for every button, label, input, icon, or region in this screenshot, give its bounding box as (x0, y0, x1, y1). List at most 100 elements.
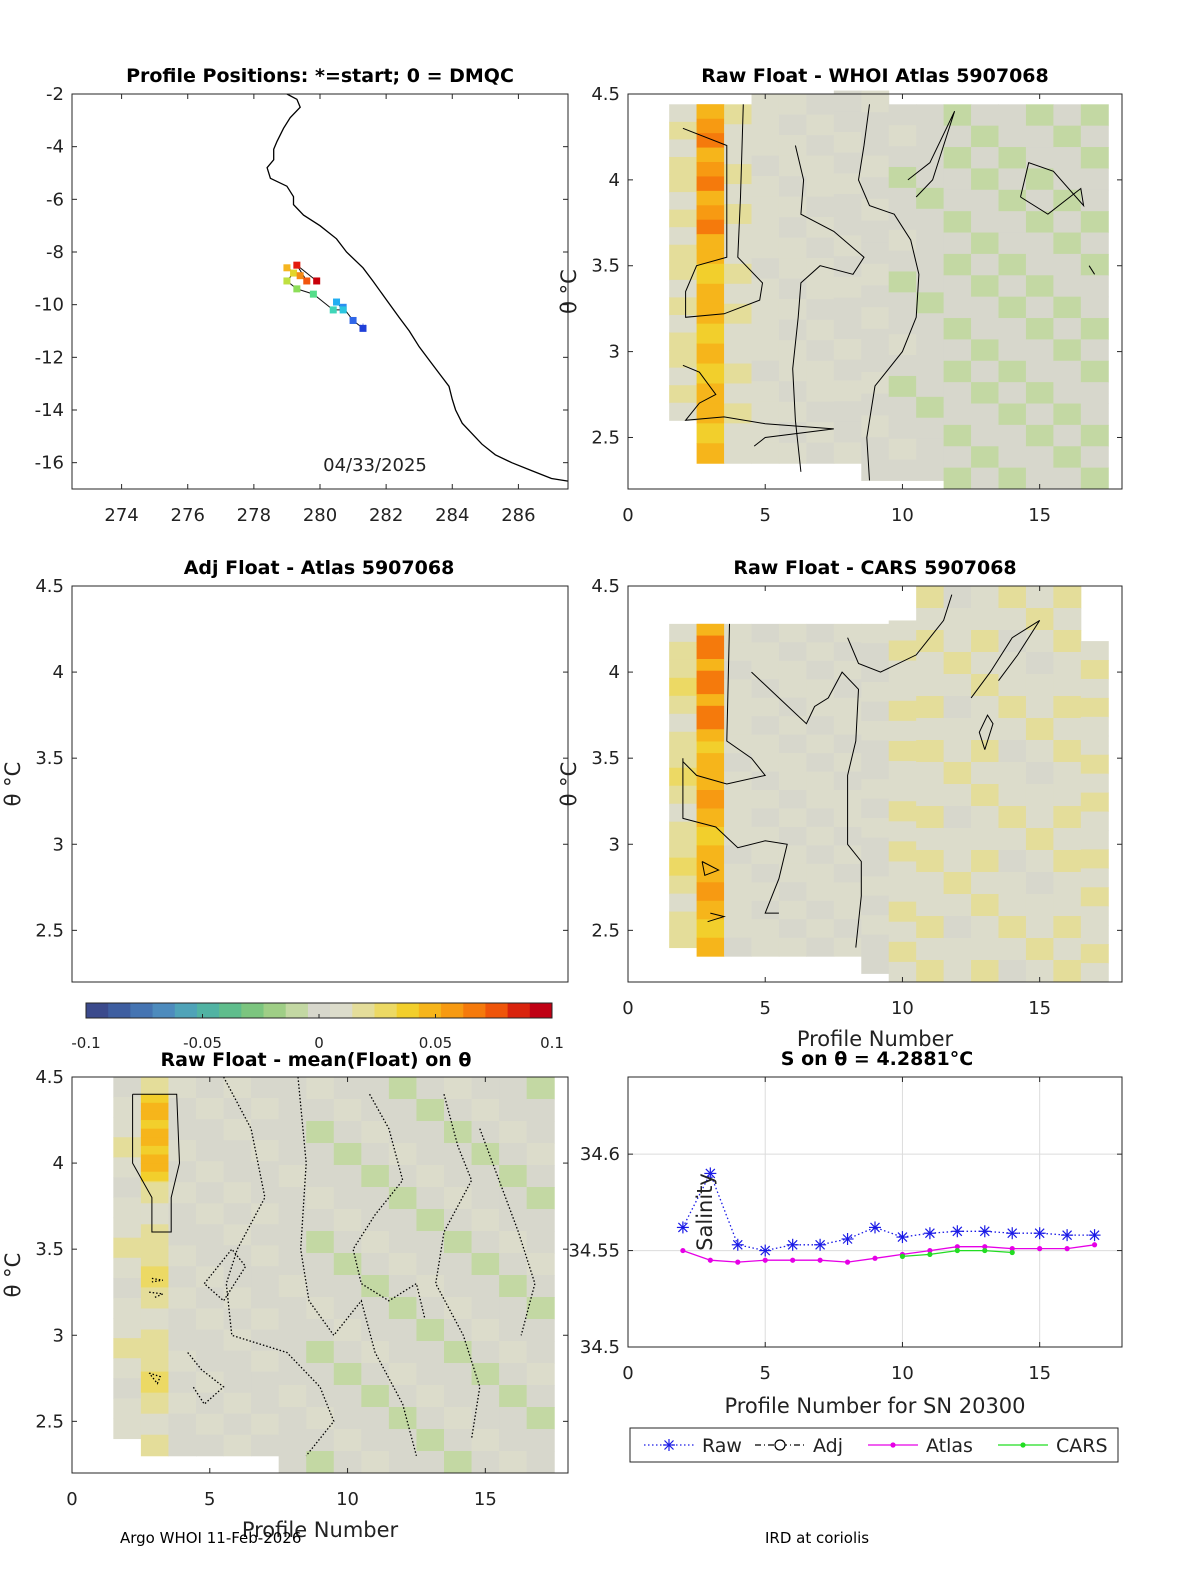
cars-heat-cell (751, 753, 780, 773)
anomaly-heat-cell (333, 1231, 362, 1254)
whoi-heat-cell (696, 403, 725, 424)
cars-heat-cell (916, 696, 945, 719)
anomaly-heat-cell (526, 1187, 555, 1210)
anomaly-heat-cell (196, 1392, 225, 1415)
start-marker: * (360, 322, 367, 337)
whoi-heat-cell (943, 211, 972, 234)
whoi-heat-cell (943, 467, 972, 490)
cars-ytick-label: 3 (609, 834, 620, 855)
positions-ytick-label: -16 (35, 453, 64, 474)
cars-heat-cell (1053, 960, 1082, 983)
whoi-heat-cell (916, 292, 945, 314)
anomaly-heat-cell (306, 1363, 335, 1386)
anomaly-heat-cell (196, 1224, 225, 1246)
cars-heat-cell (1080, 792, 1109, 813)
anomaly-heat-cell (499, 1297, 528, 1320)
cars-contour-line (701, 861, 720, 876)
whoi-heat-cell (669, 279, 698, 298)
anomaly-heat-cell (306, 1451, 335, 1474)
whoi-axes-box (627, 93, 1123, 490)
anomaly-heat-cell (140, 1392, 169, 1415)
whoi-heat-cell (1025, 147, 1054, 169)
anomaly-heat-cell (113, 1277, 142, 1299)
positions-ytick-label: -8 (46, 242, 64, 263)
whoi-heat-cell (916, 375, 945, 398)
cars-heat-cell (888, 680, 917, 702)
whoi-heat-cell (971, 168, 999, 191)
whoi-heat-cell (1080, 382, 1109, 405)
anomaly-heat-cell (444, 1077, 473, 1100)
anomaly-heat-cell (526, 1165, 555, 1188)
whoi-heat-cell (1053, 360, 1082, 383)
axes-whoi: Raw Float - WHOI Atlas 5907068 0 5 10 15 2.5… (557, 65, 1123, 526)
cars-heat-cell (778, 900, 807, 920)
cars-heat-cell (806, 919, 835, 939)
whoi-heat-cell (916, 417, 945, 440)
cars-heat-cell (998, 696, 1027, 719)
cars-heat-cell (943, 696, 972, 719)
asterisk-stroke (760, 1245, 771, 1256)
cars-heat-cell (888, 660, 917, 682)
anomaly-heat-cell (444, 1385, 473, 1408)
positions-ytick-label: -2 (46, 84, 64, 105)
anomaly-heat-cell (140, 1182, 169, 1204)
series-point-raw (841, 1233, 854, 1245)
anomaly-heat-cell (278, 1099, 307, 1122)
whoi-heat-cell (1025, 382, 1054, 405)
whoi-heat-cell (724, 443, 752, 464)
whoi-contour-line (682, 104, 764, 318)
anomaly-heat-cell (333, 1187, 362, 1210)
whoi-heat-cell (998, 296, 1027, 319)
cars-heat-cell (751, 919, 780, 939)
anomaly-heat-cell (113, 1418, 142, 1440)
whoi-heat-cell (1053, 403, 1082, 426)
asterisk-stroke (1089, 1230, 1100, 1241)
anomaly-heat-cell (416, 1407, 445, 1430)
cars-heat-cell (1053, 806, 1082, 829)
anomaly-heat-cell (196, 1413, 225, 1436)
whoi-heat-cell (806, 319, 835, 341)
cars-heat-cell (778, 826, 807, 846)
whoi-xtick-label: 5 (759, 505, 770, 526)
anomaly-heat-cell (471, 1341, 500, 1364)
cars-heat-cell (833, 863, 862, 883)
whoi-ylabel: θ °C (557, 269, 581, 314)
whoi-contours (682, 104, 1096, 481)
cars-heat-cell (1053, 872, 1082, 895)
anomaly-heat-cell (416, 1187, 445, 1210)
anomaly-heat-cell (223, 1224, 252, 1246)
whoi-heat-cell (669, 262, 698, 281)
anomaly-heat-cell (223, 1308, 252, 1331)
anomaly-heat-cell (471, 1209, 500, 1232)
anomaly-heat-cell (388, 1407, 417, 1430)
adj-ytick-label: 3.5 (35, 748, 64, 769)
whoi-heat-cell (1025, 296, 1054, 319)
cars-heat-cell (916, 762, 945, 785)
whoi-heat-cell (971, 360, 999, 383)
whoi-heat-cell (696, 263, 725, 285)
whoi-heat-cell (943, 275, 972, 298)
anomaly-heat-cell (113, 1197, 142, 1219)
anomaly-heat-cell (278, 1077, 307, 1100)
whoi-heat-cell (833, 111, 862, 133)
anomaly-heat-cell (526, 1209, 555, 1232)
whoi-heat-cell (916, 208, 945, 231)
cars-heat-cell (724, 808, 752, 828)
cars-heat-cell (724, 790, 752, 809)
cars-heat-cell (778, 771, 807, 791)
anomaly-heat-cell (306, 1143, 335, 1166)
cars-heat-cell (833, 882, 862, 902)
anomaly-heat-cell (444, 1341, 473, 1364)
whoi-heat-cell (943, 147, 972, 169)
profile-position-marker (359, 324, 367, 332)
cars-heat-cell (1053, 938, 1082, 961)
whoi-heat-cell (696, 323, 725, 345)
anomaly-heat-cell (499, 1319, 528, 1342)
whoi-heat-cell (1025, 211, 1054, 234)
whoi-heat-cell (1025, 275, 1054, 298)
legend-label-raw: Raw (702, 1435, 742, 1457)
anomaly-heat-cell (278, 1165, 307, 1188)
anomaly-heat-cell (251, 1161, 280, 1183)
whoi-heat-cell (833, 421, 862, 444)
cars-heat-cell (806, 845, 835, 865)
